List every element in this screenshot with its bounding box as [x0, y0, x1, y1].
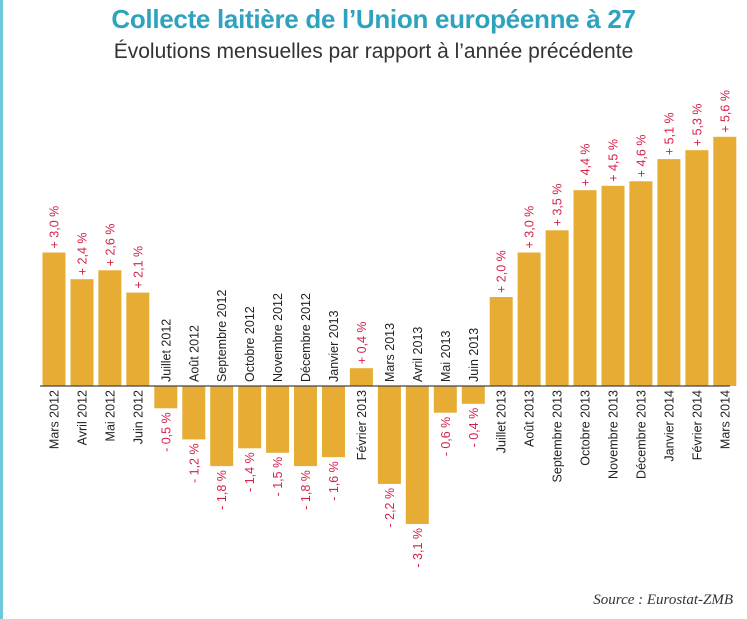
data-label: + 5,1 % — [662, 112, 676, 155]
data-label: - 1,2 % — [187, 443, 201, 483]
category-label: Juin 2012 — [131, 390, 145, 444]
data-label: - 0,5 % — [159, 412, 173, 452]
bar — [210, 386, 234, 467]
data-label: + 3,0 % — [48, 206, 62, 249]
bar — [713, 136, 737, 386]
data-label: + 5,6 % — [718, 90, 732, 133]
category-label: Juillet 2012 — [159, 319, 173, 382]
bar — [601, 185, 625, 387]
source-note: Source : Eurostat-ZMB — [593, 592, 733, 608]
category-label: Octobre 2013 — [579, 390, 593, 466]
data-label: - 1,4 % — [243, 452, 257, 492]
data-label: - 1,8 % — [299, 470, 313, 510]
category-label: Septembre 2013 — [551, 390, 565, 482]
chart-title: Collecte laitière de l’Union européenne … — [111, 4, 636, 34]
bar — [629, 181, 653, 386]
category-label: Mars 2012 — [48, 390, 62, 449]
data-label: - 3,1 % — [411, 528, 425, 568]
category-label: Juin 2013 — [467, 328, 481, 382]
bar — [685, 150, 709, 386]
bar — [42, 252, 66, 386]
bar — [489, 297, 513, 386]
chart-subtitle: Évolutions mensuelles par rapport à l’an… — [113, 40, 634, 63]
category-label: Février 2014 — [690, 390, 704, 460]
category-label: Novembre 2012 — [271, 293, 285, 382]
category-label: Janvier 2014 — [662, 390, 676, 462]
data-label: + 4,5 % — [607, 139, 621, 182]
category-label: Avril 2013 — [411, 327, 425, 382]
bar — [517, 252, 541, 386]
bar — [377, 386, 401, 484]
category-label: Mars 2013 — [383, 323, 397, 382]
category-label: Décembre 2012 — [299, 293, 313, 382]
data-label: + 2,0 % — [495, 250, 509, 293]
data-label: + 0,4 % — [355, 321, 369, 364]
bar — [322, 386, 345, 458]
bar — [349, 368, 373, 386]
data-label: - 1,8 % — [215, 470, 229, 510]
bar — [433, 386, 457, 413]
data-label: - 1,5 % — [271, 457, 285, 497]
category-label: Février 2013 — [355, 390, 369, 460]
category-label: Décembre 2013 — [634, 390, 648, 479]
bar — [266, 386, 290, 453]
data-label: + 2,1 % — [131, 246, 145, 289]
bar — [294, 386, 317, 467]
data-label: - 0,4 % — [467, 408, 481, 448]
bar — [70, 279, 94, 386]
labels-group: + 3,0 % Mars 2012 + 2,4 % Avril 2012 + 2,6 %… — [48, 90, 733, 568]
data-label: - 0,6 % — [439, 417, 453, 457]
category-label: Mai 2012 — [103, 390, 117, 441]
data-label: + 4,6 % — [634, 135, 648, 178]
data-label: - 2,2 % — [383, 488, 397, 528]
bar — [98, 270, 122, 386]
bar — [405, 386, 429, 524]
data-label: - 1,6 % — [327, 461, 341, 501]
category-label: Mai 2013 — [439, 331, 453, 382]
category-label: Novembre 2013 — [607, 390, 621, 479]
data-label: + 2,6 % — [103, 224, 117, 267]
data-label: + 5,3 % — [690, 103, 704, 146]
category-label: Janvier 2013 — [327, 310, 341, 382]
data-label: + 3,5 % — [551, 184, 565, 227]
bar — [126, 292, 150, 387]
category-label: Septembre 2012 — [215, 290, 229, 382]
data-label: + 2,4 % — [75, 232, 89, 275]
category-label: Mars 2014 — [718, 390, 732, 449]
bar — [545, 230, 569, 387]
category-label: Juillet 2013 — [495, 390, 509, 453]
category-label: Août 2013 — [523, 390, 537, 447]
category-label: Août 2012 — [187, 325, 201, 382]
side-accent-rule — [0, 0, 3, 619]
bar — [182, 386, 206, 440]
bar-chart: + 3,0 % Mars 2012 + 2,4 % Avril 2012 + 2,6 %… — [40, 90, 737, 568]
data-label: + 4,4 % — [579, 143, 593, 186]
category-label: Octobre 2012 — [243, 306, 257, 382]
bar — [657, 159, 681, 386]
data-label: + 3,0 % — [523, 206, 537, 249]
bar — [238, 386, 262, 449]
bar — [461, 386, 485, 404]
bar — [154, 386, 178, 409]
bars-group — [42, 136, 737, 524]
category-label: Avril 2012 — [75, 390, 89, 445]
bar — [573, 190, 597, 386]
